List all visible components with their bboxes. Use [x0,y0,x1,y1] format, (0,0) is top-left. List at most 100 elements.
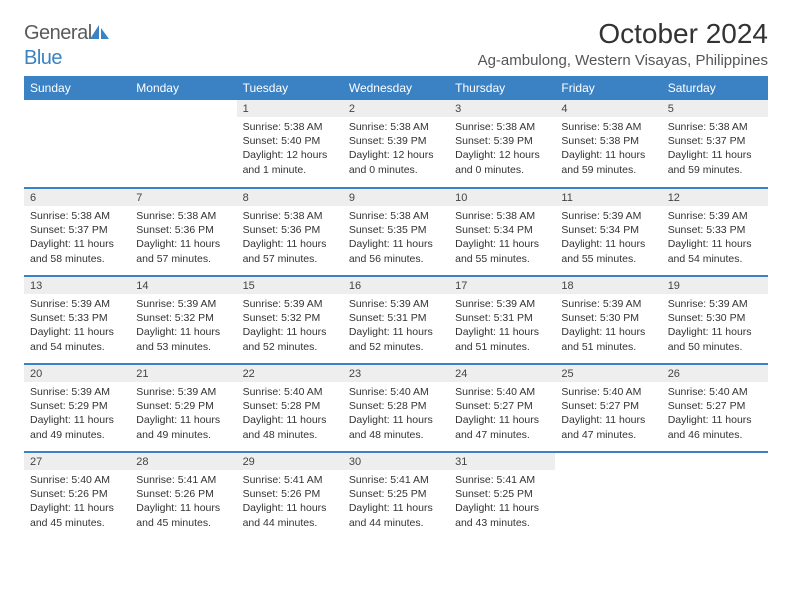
location-subtitle: Ag-ambulong, Western Visayas, Philippine… [478,52,768,69]
day-content: Sunrise: 5:39 AMSunset: 5:31 PMDaylight:… [343,294,449,358]
day-cell: 31Sunrise: 5:41 AMSunset: 5:25 PMDayligh… [449,452,555,540]
daylight-line: Daylight: 11 hours and 44 minutes. [349,501,443,529]
daylight-line: Daylight: 11 hours and 59 minutes. [668,148,762,176]
day-number: 27 [24,453,130,470]
day-number-empty [24,100,130,117]
daylight-line: Daylight: 11 hours and 59 minutes. [561,148,655,176]
day-content: Sunrise: 5:40 AMSunset: 5:27 PMDaylight:… [449,382,555,446]
day-cell: 17Sunrise: 5:39 AMSunset: 5:31 PMDayligh… [449,276,555,364]
sunrise-line: Sunrise: 5:39 AM [668,297,762,311]
day-cell: 29Sunrise: 5:41 AMSunset: 5:26 PMDayligh… [237,452,343,540]
logo-sail-icon [90,22,110,45]
day-content: Sunrise: 5:39 AMSunset: 5:33 PMDaylight:… [24,294,130,358]
logo-text: GeneralBlue [24,22,110,70]
day-cell: 23Sunrise: 5:40 AMSunset: 5:28 PMDayligh… [343,364,449,452]
sunset-line: Sunset: 5:37 PM [668,134,762,148]
sunrise-line: Sunrise: 5:39 AM [30,297,124,311]
sunrise-line: Sunrise: 5:40 AM [455,385,549,399]
day-header: Saturday [662,76,768,100]
sunset-line: Sunset: 5:34 PM [455,223,549,237]
day-cell: 5Sunrise: 5:38 AMSunset: 5:37 PMDaylight… [662,100,768,188]
sunset-line: Sunset: 5:30 PM [561,311,655,325]
day-cell [24,100,130,188]
day-number: 3 [449,100,555,117]
sunset-line: Sunset: 5:31 PM [349,311,443,325]
sunset-line: Sunset: 5:32 PM [243,311,337,325]
daylight-line: Daylight: 12 hours and 0 minutes. [455,148,549,176]
day-content: Sunrise: 5:38 AMSunset: 5:35 PMDaylight:… [343,206,449,270]
day-cell [662,452,768,540]
day-content: Sunrise: 5:41 AMSunset: 5:25 PMDaylight:… [343,470,449,534]
sunrise-line: Sunrise: 5:38 AM [243,209,337,223]
day-cell: 8Sunrise: 5:38 AMSunset: 5:36 PMDaylight… [237,188,343,276]
title-block: October 2024 Ag-ambulong, Western Visaya… [478,18,768,69]
sunrise-line: Sunrise: 5:40 AM [668,385,762,399]
daylight-line: Daylight: 11 hours and 51 minutes. [561,325,655,353]
day-number: 30 [343,453,449,470]
sunset-line: Sunset: 5:26 PM [136,487,230,501]
day-number: 4 [555,100,661,117]
sunrise-line: Sunrise: 5:38 AM [243,120,337,134]
day-number: 23 [343,365,449,382]
sunrise-line: Sunrise: 5:40 AM [30,473,124,487]
daylight-line: Daylight: 11 hours and 49 minutes. [136,413,230,441]
sunrise-line: Sunrise: 5:39 AM [455,297,549,311]
day-cell: 9Sunrise: 5:38 AMSunset: 5:35 PMDaylight… [343,188,449,276]
sunrise-line: Sunrise: 5:38 AM [455,209,549,223]
sunrise-line: Sunrise: 5:39 AM [561,209,655,223]
sunset-line: Sunset: 5:36 PM [136,223,230,237]
sunset-line: Sunset: 5:31 PM [455,311,549,325]
daylight-line: Daylight: 11 hours and 53 minutes. [136,325,230,353]
month-title: October 2024 [478,18,768,50]
daylight-line: Daylight: 11 hours and 58 minutes. [30,237,124,265]
sunset-line: Sunset: 5:27 PM [561,399,655,413]
daylight-line: Daylight: 11 hours and 52 minutes. [243,325,337,353]
day-number: 5 [662,100,768,117]
daylight-line: Daylight: 11 hours and 46 minutes. [668,413,762,441]
day-number: 9 [343,189,449,206]
day-content: Sunrise: 5:39 AMSunset: 5:29 PMDaylight:… [130,382,236,446]
day-content: Sunrise: 5:38 AMSunset: 5:36 PMDaylight:… [130,206,236,270]
day-cell: 2Sunrise: 5:38 AMSunset: 5:39 PMDaylight… [343,100,449,188]
daylight-line: Daylight: 11 hours and 47 minutes. [561,413,655,441]
day-cell: 26Sunrise: 5:40 AMSunset: 5:27 PMDayligh… [662,364,768,452]
sunrise-line: Sunrise: 5:41 AM [349,473,443,487]
day-content: Sunrise: 5:38 AMSunset: 5:36 PMDaylight:… [237,206,343,270]
sunrise-line: Sunrise: 5:38 AM [561,120,655,134]
daylight-line: Daylight: 11 hours and 57 minutes. [243,237,337,265]
day-number: 1 [237,100,343,117]
sunrise-line: Sunrise: 5:41 AM [136,473,230,487]
sunrise-line: Sunrise: 5:39 AM [136,385,230,399]
week-row: 20Sunrise: 5:39 AMSunset: 5:29 PMDayligh… [24,364,768,452]
day-number: 26 [662,365,768,382]
sunrise-line: Sunrise: 5:38 AM [455,120,549,134]
sunrise-line: Sunrise: 5:39 AM [668,209,762,223]
day-header-row: SundayMondayTuesdayWednesdayThursdayFrid… [24,76,768,100]
day-number: 31 [449,453,555,470]
day-content: Sunrise: 5:39 AMSunset: 5:32 PMDaylight:… [130,294,236,358]
day-number: 12 [662,189,768,206]
day-content: Sunrise: 5:41 AMSunset: 5:26 PMDaylight:… [237,470,343,534]
sunrise-line: Sunrise: 5:38 AM [136,209,230,223]
daylight-line: Daylight: 11 hours and 52 minutes. [349,325,443,353]
sunset-line: Sunset: 5:39 PM [349,134,443,148]
day-cell: 7Sunrise: 5:38 AMSunset: 5:36 PMDaylight… [130,188,236,276]
week-row: 1Sunrise: 5:38 AMSunset: 5:40 PMDaylight… [24,100,768,188]
day-cell: 15Sunrise: 5:39 AMSunset: 5:32 PMDayligh… [237,276,343,364]
sunrise-line: Sunrise: 5:41 AM [243,473,337,487]
day-number: 28 [130,453,236,470]
day-number: 29 [237,453,343,470]
sunset-line: Sunset: 5:25 PM [349,487,443,501]
day-cell: 13Sunrise: 5:39 AMSunset: 5:33 PMDayligh… [24,276,130,364]
day-content: Sunrise: 5:39 AMSunset: 5:32 PMDaylight:… [237,294,343,358]
sunset-line: Sunset: 5:26 PM [30,487,124,501]
day-cell: 6Sunrise: 5:38 AMSunset: 5:37 PMDaylight… [24,188,130,276]
day-cell: 4Sunrise: 5:38 AMSunset: 5:38 PMDaylight… [555,100,661,188]
daylight-line: Daylight: 12 hours and 0 minutes. [349,148,443,176]
daylight-line: Daylight: 11 hours and 54 minutes. [30,325,124,353]
day-content: Sunrise: 5:38 AMSunset: 5:37 PMDaylight:… [24,206,130,270]
day-number: 7 [130,189,236,206]
sunset-line: Sunset: 5:33 PM [668,223,762,237]
day-number: 8 [237,189,343,206]
day-cell [130,100,236,188]
